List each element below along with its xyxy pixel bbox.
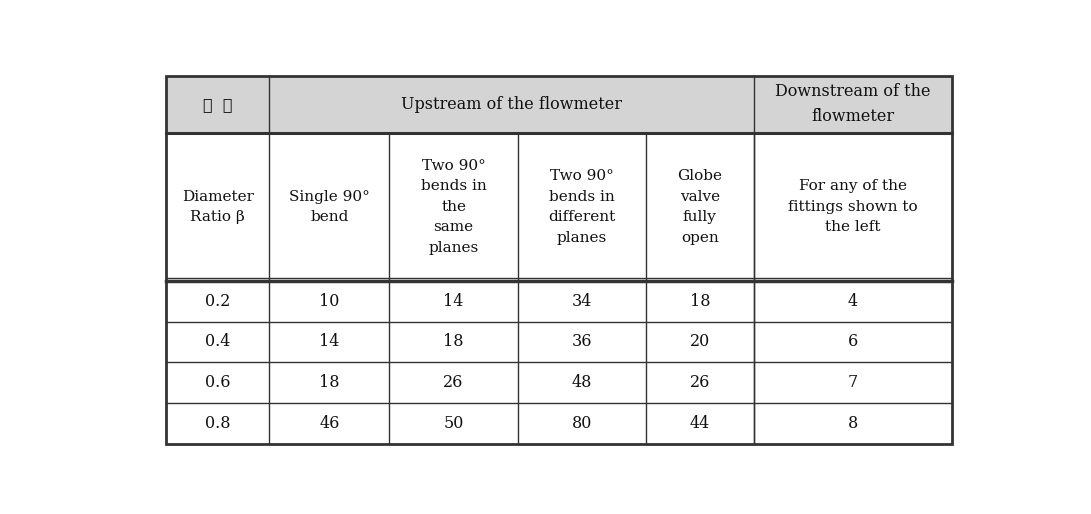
Text: 14: 14 xyxy=(320,334,339,351)
Bar xyxy=(754,281,952,322)
Text: Two 90°
bends in
different
planes: Two 90° bends in different planes xyxy=(549,169,615,245)
Text: Upstream of the flowmeter: Upstream of the flowmeter xyxy=(401,96,622,113)
Text: 18: 18 xyxy=(690,292,710,310)
Bar xyxy=(166,76,269,133)
Bar xyxy=(269,76,754,133)
Bar xyxy=(166,133,269,281)
Text: 44: 44 xyxy=(690,415,710,432)
Bar xyxy=(389,281,518,322)
Bar xyxy=(518,133,646,281)
Text: 26: 26 xyxy=(443,374,464,391)
Text: 48: 48 xyxy=(572,374,592,391)
Bar xyxy=(518,362,646,403)
Text: Globe
valve
fully
open: Globe valve fully open xyxy=(678,169,722,245)
Text: 80: 80 xyxy=(572,415,592,432)
Text: 6: 6 xyxy=(848,334,859,351)
Text: 10: 10 xyxy=(320,292,339,310)
Bar xyxy=(518,281,646,322)
Bar xyxy=(646,322,754,362)
Bar xyxy=(166,281,269,322)
Text: 14: 14 xyxy=(443,292,464,310)
Bar xyxy=(166,362,269,403)
Bar xyxy=(754,322,952,362)
Text: 36: 36 xyxy=(572,334,592,351)
Text: 7: 7 xyxy=(848,374,859,391)
Text: Single 90°
bend: Single 90° bend xyxy=(289,190,370,224)
Bar xyxy=(754,76,952,133)
Bar xyxy=(646,403,754,444)
Bar xyxy=(518,403,646,444)
Text: 0.4: 0.4 xyxy=(205,334,230,351)
Text: Two 90°
bends in
the
same
planes: Two 90° bends in the same planes xyxy=(421,159,487,255)
Text: 0.8: 0.8 xyxy=(205,415,230,432)
Text: 8: 8 xyxy=(848,415,859,432)
Text: 구  분: 구 분 xyxy=(203,96,232,113)
Text: Diameter
Ratio β: Diameter Ratio β xyxy=(182,190,254,224)
Bar xyxy=(389,322,518,362)
Text: 4: 4 xyxy=(848,292,858,310)
Bar xyxy=(754,403,952,444)
Bar xyxy=(269,362,389,403)
Text: 0.2: 0.2 xyxy=(205,292,230,310)
Text: 34: 34 xyxy=(572,292,592,310)
Bar xyxy=(518,322,646,362)
Bar xyxy=(166,403,269,444)
Text: For any of the
fittings shown to
the left: For any of the fittings shown to the lef… xyxy=(788,179,918,234)
Bar xyxy=(269,281,389,322)
Bar xyxy=(389,133,518,281)
Text: 18: 18 xyxy=(320,374,339,391)
Text: 26: 26 xyxy=(690,374,710,391)
Bar xyxy=(646,133,754,281)
Text: 0.6: 0.6 xyxy=(205,374,230,391)
Bar xyxy=(269,322,389,362)
Bar xyxy=(389,362,518,403)
Bar xyxy=(646,362,754,403)
Bar xyxy=(754,133,952,281)
Bar xyxy=(269,133,389,281)
Text: 20: 20 xyxy=(690,334,710,351)
Bar xyxy=(389,403,518,444)
Bar xyxy=(166,322,269,362)
Text: 46: 46 xyxy=(320,415,339,432)
Text: Downstream of the
flowmeter: Downstream of the flowmeter xyxy=(776,83,931,125)
Text: 50: 50 xyxy=(443,415,464,432)
Bar xyxy=(646,281,754,322)
Bar xyxy=(754,362,952,403)
Bar xyxy=(269,403,389,444)
Text: 18: 18 xyxy=(443,334,464,351)
